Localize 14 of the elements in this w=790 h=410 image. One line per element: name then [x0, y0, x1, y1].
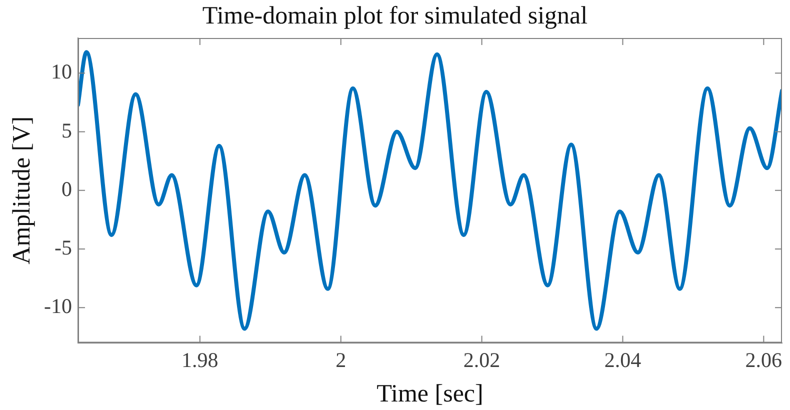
x-tick-label: 1.98: [182, 348, 218, 372]
y-tick-label: 0: [61, 176, 72, 201]
y-tick-label: 5: [61, 118, 72, 142]
y-tick-label: 10: [50, 60, 72, 84]
x-tick-label: 2.02: [463, 348, 500, 372]
y-axis-title: Amplitude [V]: [8, 116, 36, 264]
y-tick-label: -10: [44, 294, 72, 318]
y-tick-label: -5: [54, 236, 72, 260]
chart-title: Time-domain plot for simulated signal: [202, 2, 588, 30]
line-series: [78, 50, 782, 331]
x-axis-title: Time [sec]: [376, 380, 484, 408]
x-tick-label: 2.06: [745, 348, 782, 372]
x-tick-label: 2: [336, 348, 346, 372]
x-tick-label: 2.04: [604, 348, 642, 372]
